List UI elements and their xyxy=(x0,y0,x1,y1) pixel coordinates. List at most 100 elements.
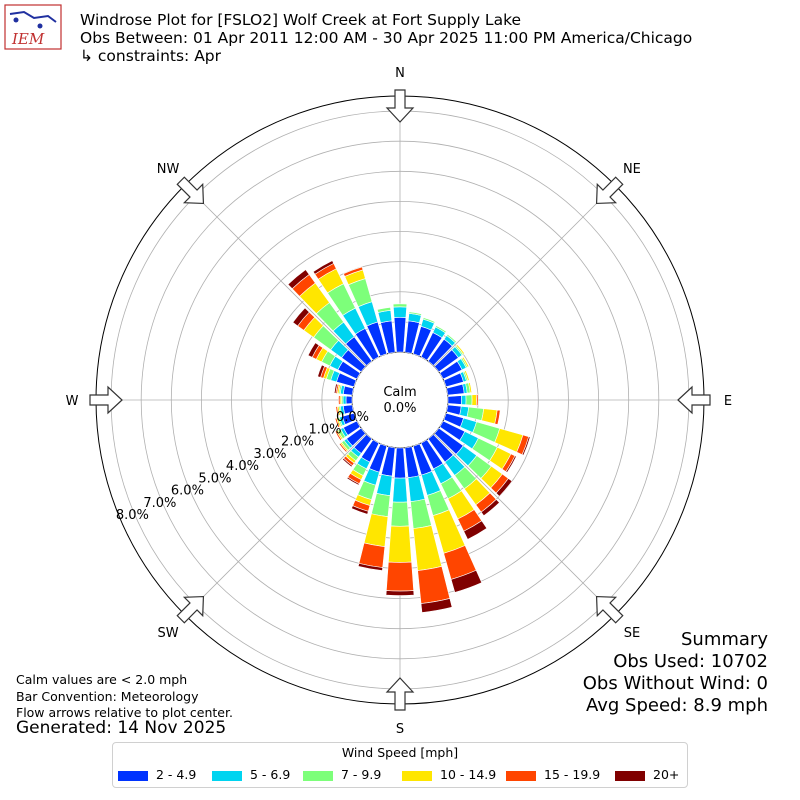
windrose-bar-segment xyxy=(466,406,485,421)
flow-arrow-icon xyxy=(677,385,711,415)
summary-obs-used: Obs Used: 10702 xyxy=(613,651,768,672)
windrose-bar-segment xyxy=(338,395,341,405)
windrose-bar-segment xyxy=(371,492,391,517)
legend-label: 5 - 6.9 xyxy=(250,767,291,782)
windrose-bar-segment xyxy=(376,473,393,497)
compass-label-w: W xyxy=(66,394,79,409)
windrose-bar-segment xyxy=(422,317,436,324)
chart-constraints: ↳ constraints: Apr xyxy=(80,47,222,65)
flow-arrow-shape xyxy=(677,385,711,415)
windrose-bar-segment xyxy=(334,430,342,441)
windrose-bar-segment xyxy=(463,520,488,540)
flow-arrow-icon xyxy=(385,89,415,123)
windrose-bar-segment xyxy=(333,383,338,394)
windrose-bar-segment xyxy=(393,306,407,318)
radial-tick-label: 1.0% xyxy=(308,422,341,437)
chart-title: Windrose Plot for [FSLO2] Wolf Creek at … xyxy=(80,11,522,29)
legend-swatch xyxy=(118,770,148,781)
legend-title: Wind Speed [mph] xyxy=(341,745,459,760)
iem-logo: IEM xyxy=(4,4,62,50)
flow-arrow-shape xyxy=(385,89,415,123)
legend-item: 5 - 6.9 xyxy=(212,767,290,782)
windrose-bar-segment xyxy=(287,269,310,290)
windrose-bar-segment xyxy=(410,498,432,529)
windrose-bar-segment xyxy=(393,317,407,353)
bar-convention-note: Bar Convention: Meteorology xyxy=(16,689,199,704)
windrose-bar-segment xyxy=(408,311,422,316)
summary-obs-without-wind: Obs Without Wind: 0 xyxy=(582,673,768,694)
compass-label-sw: SW xyxy=(158,626,179,641)
radial-tick-label: 6.0% xyxy=(171,484,204,499)
windrose-bar-segment xyxy=(420,598,453,613)
legend-swatch xyxy=(615,770,645,781)
legend-item: 20+ xyxy=(615,767,679,782)
summary-avg-speed: Avg Speed: 8.9 mph xyxy=(586,695,768,716)
windrose-bar-segment xyxy=(363,513,389,547)
flow-arrow-shape xyxy=(385,677,415,711)
windrose-bar-segment xyxy=(407,475,426,502)
legend-item: 15 - 19.9 xyxy=(506,767,600,782)
windrose-bar-segment xyxy=(317,364,325,378)
windrose-bar-segment xyxy=(358,542,386,568)
windrose-bar-segment xyxy=(342,385,354,396)
legend-swatch xyxy=(303,770,333,781)
radial-tick-label: 0.0% xyxy=(336,410,369,425)
windrose-bar-segment xyxy=(335,406,340,417)
windrose-bar-segment xyxy=(334,417,341,428)
radial-tick-label: 7.0% xyxy=(143,496,176,511)
radial-tick-label: 3.0% xyxy=(253,447,286,462)
windrose-bar-segment xyxy=(376,306,392,313)
windrose-bar-segment xyxy=(464,370,470,382)
radial-tick-label: 8.0% xyxy=(116,508,149,523)
windrose-bar-segment xyxy=(307,342,320,358)
windrose-bar-segment xyxy=(392,303,408,308)
windrose-bar-segment xyxy=(450,569,483,593)
windrose-bar-segment xyxy=(292,307,310,327)
windrose-bar-segment xyxy=(481,408,498,425)
legend-swatch xyxy=(402,770,432,781)
windrose-bar-segment xyxy=(476,394,479,406)
flow-arrow-shape xyxy=(176,176,205,205)
windrose-bar-segment xyxy=(388,525,412,563)
chart-period: Obs Between: 01 Apr 2011 12:00 AM - 30 A… xyxy=(80,29,693,47)
legend-swatch xyxy=(212,770,242,781)
windrose-bar-segment xyxy=(455,344,465,355)
flow-arrow-shape xyxy=(595,176,624,205)
compass-label-se: SE xyxy=(624,626,640,641)
compass-label-s: S xyxy=(396,722,404,737)
windrose-bar-segment xyxy=(471,394,477,406)
windrose-bar-segment xyxy=(495,478,513,497)
windrose-bar-segment xyxy=(505,455,517,473)
windrose-bar-segment xyxy=(521,436,531,456)
legend-label: 7 - 9.9 xyxy=(341,767,382,782)
radial-tick-label: 2.0% xyxy=(281,435,314,450)
compass-label-ne: NE xyxy=(623,162,641,177)
grid-spoke xyxy=(433,184,616,367)
legend-item: 7 - 9.9 xyxy=(303,767,381,782)
windrose-bar-segment xyxy=(446,333,457,344)
legend-label: 2 - 4.9 xyxy=(156,767,197,782)
flow-arrow-icon xyxy=(595,595,624,624)
windrose-bar-segment xyxy=(342,457,353,468)
windrose-bar-segment xyxy=(343,266,364,277)
windrose-bar-segment xyxy=(338,442,348,453)
legend-item: 10 - 14.9 xyxy=(402,767,496,782)
flow-arrow-icon xyxy=(176,595,205,624)
flow-arrow-icon xyxy=(385,677,415,711)
flow-arrow-shape xyxy=(595,595,624,624)
windrose-bar-segment xyxy=(386,561,414,592)
windrose-bar-segment xyxy=(447,395,462,405)
windrose-bar-segment xyxy=(385,590,415,596)
windrose-bars xyxy=(287,260,531,613)
legend-item: 2 - 4.9 xyxy=(118,767,196,782)
legend: Wind Speed [mph] 2 - 4.9 5 - 6.9 7 - 9.9… xyxy=(112,742,688,788)
windrose-bar-segment xyxy=(435,325,447,334)
calm-value: 0.0% xyxy=(383,401,416,416)
windrose-bar-segment xyxy=(357,563,384,571)
generated-date: Generated: 14 Nov 2025 xyxy=(16,718,227,738)
windrose-bar-segment xyxy=(345,395,353,405)
windrose-bar-segment xyxy=(417,565,451,604)
compass-label-n: N xyxy=(395,66,405,81)
legend-swatch xyxy=(506,770,536,781)
axis-labels: Calm0.0%0.0%1.0%2.0%3.0%4.0%5.0%6.0%7.0%… xyxy=(66,66,733,737)
